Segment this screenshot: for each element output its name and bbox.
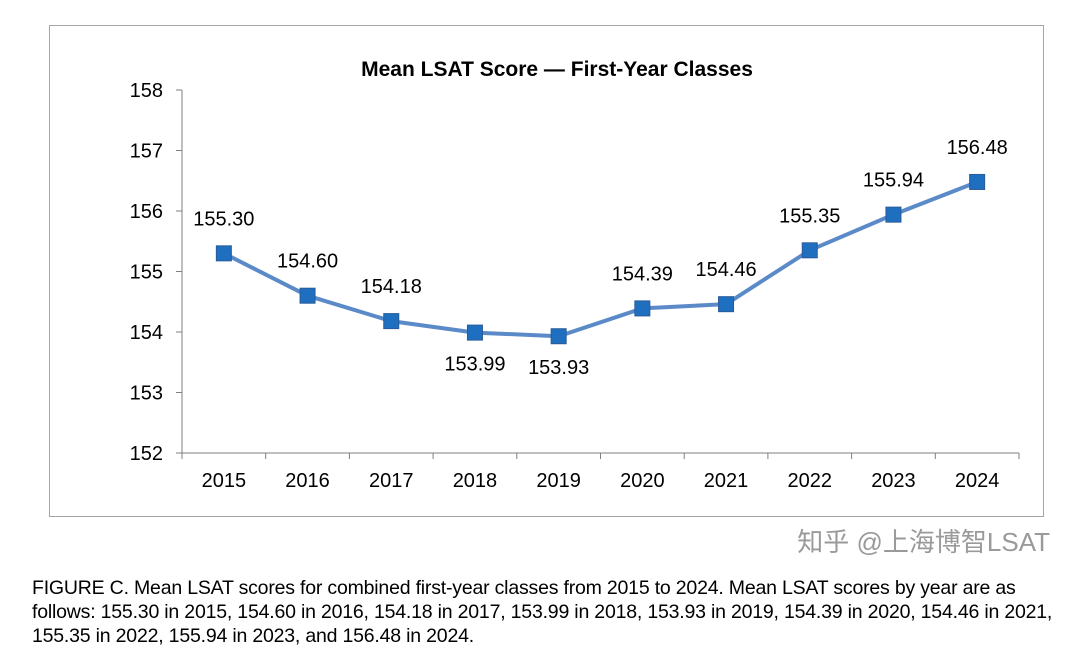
x-tick-label: 2015 bbox=[202, 470, 247, 492]
data-point-2018 bbox=[466, 324, 483, 341]
data-label-2019: 153.93 bbox=[528, 357, 589, 379]
y-tick-label: 154 bbox=[130, 322, 163, 344]
x-tick-label: 2020 bbox=[620, 470, 665, 492]
data-point-2016 bbox=[299, 287, 316, 304]
x-tick-label: 2016 bbox=[285, 470, 330, 492]
data-label-2016: 154.60 bbox=[277, 251, 338, 273]
y-tick-label: 153 bbox=[130, 383, 163, 405]
x-tick-label: 2018 bbox=[453, 470, 498, 492]
data-label-2021: 154.46 bbox=[695, 259, 756, 281]
data-point-2015 bbox=[215, 245, 232, 262]
chart-frame bbox=[49, 25, 1044, 517]
data-point-2020 bbox=[634, 300, 651, 317]
figure-caption: FIGURE C. Mean LSAT scores for combined … bbox=[32, 577, 1053, 647]
line-chart: Mean LSAT Score — First-Year Classes 152… bbox=[130, 58, 1020, 492]
x-tick-label: 2021 bbox=[704, 470, 749, 492]
data-point-2024 bbox=[969, 173, 986, 190]
x-tick-label: 2017 bbox=[369, 470, 414, 492]
y-tick-label: 152 bbox=[130, 443, 163, 465]
y-tick-label: 158 bbox=[130, 80, 163, 102]
data-point-2023 bbox=[885, 206, 902, 223]
y-tick-label: 157 bbox=[130, 141, 163, 163]
data-label-2024: 156.48 bbox=[947, 137, 1008, 159]
data-label-2020: 154.39 bbox=[612, 263, 673, 285]
series-line bbox=[222, 180, 978, 339]
chart-title: Mean LSAT Score — First-Year Classes bbox=[361, 58, 753, 81]
data-label-2018: 153.99 bbox=[444, 354, 505, 376]
data-point-2021 bbox=[718, 296, 735, 313]
x-tick-label: 2023 bbox=[871, 470, 916, 492]
series: 155.30 154.60 154.18 153.99 153.93 154.39 154.… bbox=[193, 137, 1007, 379]
data-label-2017: 154.18 bbox=[361, 276, 422, 298]
axes: 152 153 154 155 156 157 158 2015 2016 2017 2018 201… bbox=[130, 80, 1020, 492]
data-label-2015: 155.30 bbox=[193, 208, 254, 230]
y-tick-label: 156 bbox=[130, 201, 163, 223]
x-tick-label: 2024 bbox=[955, 470, 1000, 492]
data-label-2023: 155.94 bbox=[863, 170, 924, 192]
x-tick-label: 2022 bbox=[788, 470, 833, 492]
x-tick-label: 2019 bbox=[536, 470, 581, 492]
watermark: 知乎 @上海博智LSAT bbox=[797, 527, 1050, 557]
data-point-2022 bbox=[801, 242, 818, 259]
data-point-2019 bbox=[550, 328, 567, 345]
data-label-2022: 155.35 bbox=[779, 205, 840, 227]
y-tick-label: 155 bbox=[130, 262, 163, 284]
data-point-2017 bbox=[383, 313, 400, 330]
